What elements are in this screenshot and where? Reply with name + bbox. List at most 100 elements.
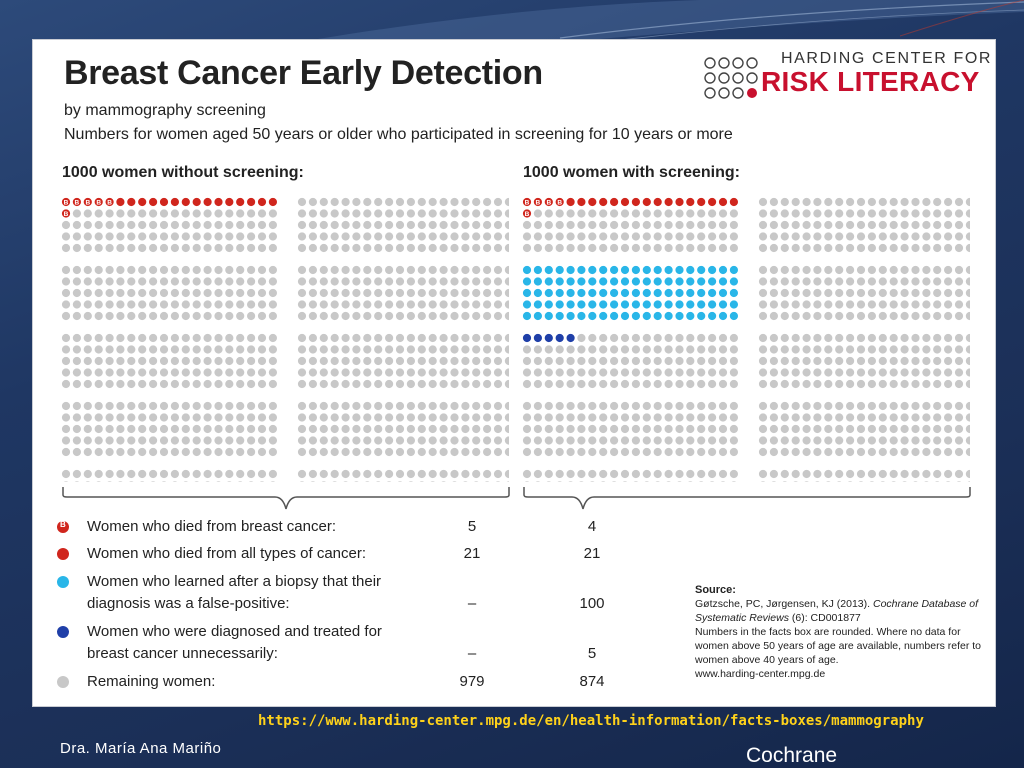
woman-dot bbox=[911, 356, 920, 366]
woman-dot bbox=[105, 277, 114, 286]
woman-dot bbox=[846, 277, 855, 286]
woman-dot bbox=[900, 356, 909, 366]
woman-dot bbox=[504, 436, 509, 445]
woman-dot bbox=[900, 288, 909, 298]
woman-dot bbox=[846, 232, 855, 241]
woman-dot bbox=[83, 232, 92, 241]
woman-dot bbox=[900, 436, 909, 445]
woman-dot bbox=[428, 209, 437, 218]
woman-dot bbox=[170, 469, 179, 479]
woman-dot bbox=[802, 413, 811, 422]
woman-dot bbox=[889, 436, 898, 445]
woman-dot bbox=[385, 469, 394, 479]
woman-dot bbox=[697, 413, 706, 422]
woman-dot bbox=[944, 265, 953, 275]
woman-dot bbox=[72, 209, 81, 218]
woman-dot bbox=[61, 209, 71, 218]
woman-dot bbox=[824, 197, 833, 207]
woman-dot bbox=[72, 288, 81, 298]
woman-dot bbox=[588, 368, 597, 377]
woman-dot bbox=[675, 447, 684, 457]
woman-dot bbox=[922, 277, 931, 286]
woman-dot bbox=[599, 401, 608, 411]
woman-dot bbox=[247, 197, 256, 207]
woman-dot bbox=[954, 300, 964, 309]
woman-dot bbox=[544, 288, 553, 298]
woman-dot bbox=[813, 277, 822, 286]
woman-dot bbox=[577, 300, 586, 309]
woman-dot bbox=[686, 345, 695, 354]
woman-dot bbox=[954, 379, 964, 389]
woman-dot bbox=[247, 277, 256, 286]
woman-dot bbox=[708, 356, 717, 366]
woman-dot bbox=[846, 333, 855, 343]
woman-dot bbox=[911, 368, 920, 377]
woman-dot bbox=[791, 469, 800, 479]
woman-dot bbox=[127, 277, 136, 286]
woman-dot bbox=[181, 300, 190, 309]
woman-dot bbox=[758, 469, 768, 479]
footer-url-link[interactable]: https://www.harding-center.mpg.de/en/hea… bbox=[258, 713, 924, 729]
woman-dot bbox=[686, 469, 695, 479]
woman-dot bbox=[96, 481, 101, 482]
woman-dot bbox=[708, 379, 717, 389]
woman-dot bbox=[566, 447, 575, 457]
woman-dot bbox=[708, 368, 717, 377]
woman-dot bbox=[599, 288, 608, 298]
woman-dot bbox=[697, 424, 706, 434]
woman-dot bbox=[965, 379, 970, 389]
woman-dot bbox=[933, 197, 942, 207]
woman-dot bbox=[758, 243, 768, 253]
woman-dot bbox=[954, 469, 964, 479]
woman-dot bbox=[610, 209, 619, 218]
woman-dot bbox=[159, 311, 169, 321]
woman-dot bbox=[758, 333, 768, 343]
woman-dot bbox=[664, 232, 673, 241]
woman-dot bbox=[522, 232, 532, 241]
woman-dot bbox=[566, 265, 575, 275]
woman-dot bbox=[225, 379, 234, 389]
woman-dot bbox=[944, 424, 953, 434]
woman-dot bbox=[729, 300, 738, 309]
woman-dot bbox=[330, 424, 339, 434]
woman-dot bbox=[247, 379, 256, 389]
breast-cancer-marker: B bbox=[536, 200, 541, 207]
woman-dot bbox=[363, 265, 372, 275]
woman-dot bbox=[417, 436, 426, 445]
woman-dot bbox=[867, 368, 876, 377]
woman-dot bbox=[417, 300, 426, 309]
woman-dot bbox=[341, 379, 350, 389]
woman-dot bbox=[247, 469, 256, 479]
woman-dot bbox=[116, 368, 125, 377]
woman-dot bbox=[63, 481, 69, 482]
woman-dot bbox=[428, 311, 437, 321]
woman-dot bbox=[439, 277, 448, 286]
woman-dot bbox=[297, 469, 307, 479]
woman-dot bbox=[472, 368, 481, 377]
woman-dot bbox=[802, 265, 811, 275]
woman-dot bbox=[83, 424, 92, 434]
woman-dot bbox=[653, 447, 662, 457]
woman-dot bbox=[577, 368, 586, 377]
woman-dot bbox=[835, 356, 844, 366]
woman-dot bbox=[83, 333, 92, 343]
woman-dot bbox=[708, 447, 717, 457]
source-authors: Gøtzsche, PC, Jørgensen, KJ (2013). bbox=[695, 598, 871, 610]
woman-dot bbox=[867, 424, 876, 434]
woman-dot bbox=[856, 447, 866, 457]
harding-center-logo: HARDING CENTER FOR RISK LITERACY bbox=[703, 50, 990, 105]
woman-dot bbox=[319, 277, 328, 286]
woman-dot bbox=[686, 265, 695, 275]
woman-dot bbox=[341, 265, 350, 275]
woman-dot bbox=[911, 277, 920, 286]
woman-dot bbox=[708, 265, 717, 275]
woman-dot bbox=[270, 481, 276, 482]
woman-dot bbox=[310, 481, 316, 482]
woman-dot bbox=[846, 356, 855, 366]
woman-dot bbox=[566, 469, 575, 479]
woman-dot bbox=[620, 401, 630, 411]
woman-dot bbox=[769, 311, 778, 321]
woman-dot bbox=[675, 413, 684, 422]
woman-dot bbox=[802, 243, 811, 253]
woman-dot bbox=[181, 209, 190, 218]
